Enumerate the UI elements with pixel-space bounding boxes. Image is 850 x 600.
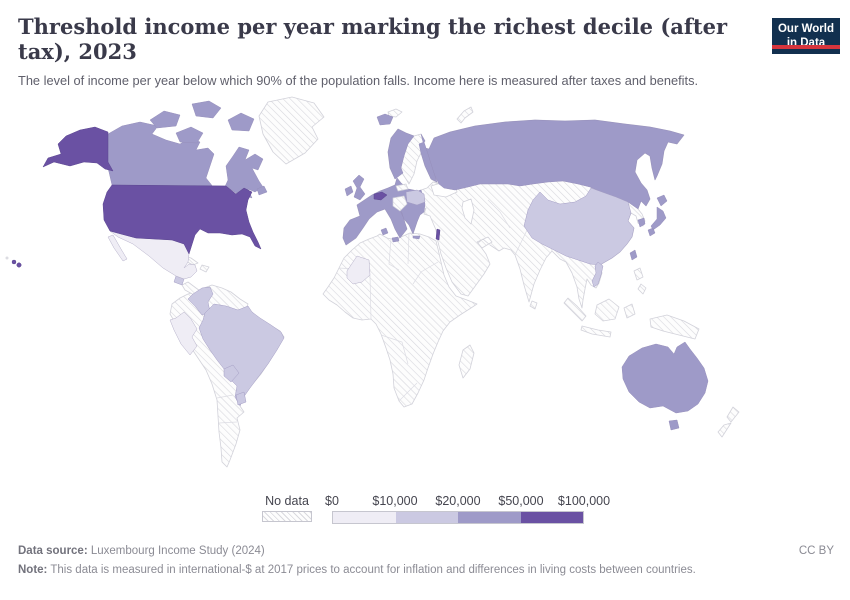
country-italy-islands[interactable] bbox=[380, 227, 421, 243]
country-ireland[interactable] bbox=[344, 185, 354, 197]
data-source-line: Data source: Luxembourg Income Study (20… bbox=[18, 545, 265, 557]
small-island-speck bbox=[5, 256, 9, 260]
legend-tick-1: $10,000 bbox=[372, 494, 418, 508]
region-philippines[interactable] bbox=[633, 267, 647, 295]
country-peru[interactable] bbox=[169, 311, 198, 356]
legend-color-bar: $0 $10,000 $20,000 $50,000 $100,000 bbox=[325, 494, 610, 524]
country-uruguay[interactable] bbox=[235, 391, 247, 406]
legend-segment-1[interactable] bbox=[395, 512, 458, 523]
note-line: Note: This data is measured in internati… bbox=[18, 564, 834, 576]
license-link[interactable]: CC BY bbox=[798, 545, 834, 557]
region-new-zealand[interactable] bbox=[717, 406, 740, 438]
region-slovakia-no-data[interactable] bbox=[395, 183, 409, 192]
country-south-korea[interactable] bbox=[637, 217, 646, 228]
legend-segment-2[interactable] bbox=[458, 512, 521, 523]
country-mali[interactable] bbox=[346, 255, 371, 285]
country-switzerland[interactable] bbox=[373, 191, 388, 201]
region-sumatra[interactable] bbox=[563, 297, 587, 322]
bucket-1-countries bbox=[173, 187, 635, 407]
country-usa-hawaii-2[interactable] bbox=[16, 262, 22, 268]
country-finland[interactable] bbox=[418, 141, 438, 183]
legend-tick-2: $20,000 bbox=[435, 494, 481, 508]
country-israel[interactable] bbox=[435, 228, 441, 241]
country-norway[interactable] bbox=[387, 128, 415, 180]
country-usa-hawaii[interactable] bbox=[11, 259, 17, 265]
data-source-label: Data source: bbox=[18, 545, 88, 557]
country-taiwan[interactable] bbox=[629, 249, 638, 261]
region-novaya-zemlya[interactable] bbox=[456, 106, 474, 124]
region-sulawesi[interactable] bbox=[623, 303, 636, 319]
legend-segments bbox=[332, 511, 584, 524]
region-western-europe[interactable] bbox=[342, 177, 426, 246]
country-romania[interactable] bbox=[405, 189, 426, 206]
country-japan[interactable] bbox=[647, 194, 668, 237]
country-united-kingdom[interactable] bbox=[352, 174, 366, 201]
region-madagascar[interactable] bbox=[458, 344, 475, 379]
owid-logo-accent-strip bbox=[772, 45, 840, 49]
legend-tick-0: $0 bbox=[325, 494, 339, 508]
legend-segment-0[interactable] bbox=[333, 512, 396, 523]
country-mexico-baja[interactable] bbox=[107, 234, 128, 262]
legend-no-data-label: No data bbox=[265, 494, 309, 508]
legend-no-data: No data bbox=[262, 494, 312, 524]
bucket-3-countries bbox=[11, 126, 441, 268]
country-australia[interactable] bbox=[621, 341, 709, 414]
region-java[interactable] bbox=[580, 325, 612, 338]
owid-logo-line1: Our World bbox=[777, 23, 834, 35]
legend-segment-3[interactable] bbox=[520, 512, 583, 523]
country-paraguay[interactable] bbox=[223, 364, 240, 383]
region-borneo[interactable] bbox=[594, 298, 620, 322]
region-sri-lanka[interactable] bbox=[529, 300, 538, 310]
region-new-guinea[interactable] bbox=[649, 314, 700, 340]
country-china[interactable] bbox=[523, 187, 635, 266]
country-vietnam[interactable] bbox=[591, 261, 604, 288]
world-choropleth-map bbox=[5, 96, 740, 468]
page-title: Threshold income per year marking the ri… bbox=[18, 14, 728, 65]
country-usa[interactable] bbox=[102, 184, 262, 255]
legend-tick-labels: $0 $10,000 $20,000 $50,000 $100,000 bbox=[325, 494, 610, 511]
country-brazil[interactable] bbox=[198, 303, 285, 407]
country-canada-arctic-islands[interactable] bbox=[149, 100, 255, 144]
country-colombia[interactable] bbox=[187, 286, 214, 316]
no-data-europe-patches[interactable] bbox=[392, 183, 409, 212]
legend-no-data-swatch[interactable] bbox=[262, 511, 312, 522]
chart-subtitle: The level of income per year below which… bbox=[18, 73, 699, 89]
bucket-0-countries bbox=[107, 230, 371, 356]
legend-tick-4: $100,000 bbox=[557, 494, 611, 508]
chart-header: Threshold income per year marking the ri… bbox=[18, 14, 763, 91]
data-source-text: Luxembourg Income Study (2024) bbox=[87, 545, 265, 557]
country-usa-alaska[interactable] bbox=[42, 126, 114, 172]
region-western-balkans-no-data[interactable] bbox=[392, 195, 408, 212]
chart-footer: Data source: Luxembourg Income Study (20… bbox=[18, 545, 834, 576]
region-greenland[interactable] bbox=[258, 96, 325, 165]
country-iceland[interactable] bbox=[376, 113, 394, 126]
bucket-2-countries bbox=[104, 100, 709, 431]
country-australia-tasmania[interactable] bbox=[668, 419, 680, 431]
map-legend: No data $0 $10,000 $20,000 $50,000 $100,… bbox=[262, 494, 610, 524]
region-hispaniola[interactable] bbox=[199, 264, 210, 273]
country-canada-newfoundland[interactable] bbox=[256, 185, 268, 196]
legend-tick-3: $50,000 bbox=[498, 494, 544, 508]
note-label: Note: bbox=[18, 564, 48, 576]
country-russia[interactable] bbox=[419, 119, 685, 210]
note-text: This data is measured in international-$… bbox=[47, 564, 696, 576]
